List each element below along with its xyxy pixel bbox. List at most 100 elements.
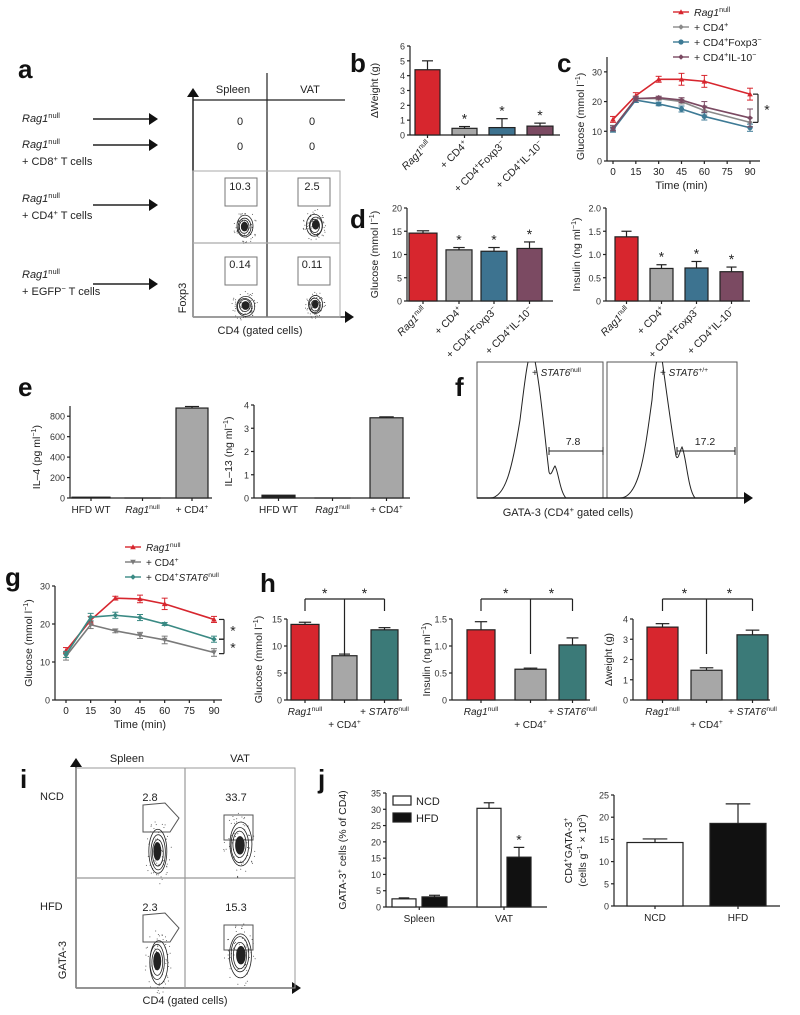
y-tick-label: 2 [623,655,628,665]
bar [690,669,723,701]
event-dot [158,863,160,865]
y-axis-label: IL–13 (ng ml−1) [222,417,235,487]
contour-line [309,218,320,233]
event-dot [234,822,236,824]
event-dot [247,293,249,295]
data-point [112,612,119,619]
x-tick-label: 75 [184,706,196,717]
event-dot [309,313,311,315]
event-dot [245,944,247,946]
event-dot [243,923,245,925]
contour-line [229,821,253,867]
y-tick-label: 0 [596,297,601,307]
x-tick-label: 0 [610,167,616,178]
event-dot [235,949,237,951]
event-dot [324,304,326,306]
category-label: Rag1null [464,706,499,718]
contour-line [237,217,252,237]
event-dot [317,235,319,237]
event-dot [161,849,163,851]
event-dot [153,828,155,830]
row-label: HFD [40,901,63,913]
significance-star: * [729,251,735,267]
event-dot [165,958,167,960]
arrow-right-icon [149,278,158,290]
bar [480,250,508,302]
y-tick-label: 0 [277,696,282,706]
event-dot [253,855,255,857]
event-dot [156,992,158,994]
data-point [701,104,708,110]
event-dot [241,302,243,304]
event-dot [158,992,160,994]
event-dot [238,220,240,222]
data-point [633,95,639,102]
bar [71,496,111,499]
event-dot [241,213,243,215]
chart-h3: 0 1 2 3 4 Δweight (g) Rag1null + CD4+ + STAT6nul… [603,585,777,731]
event-dot [244,817,246,819]
event-dot [249,224,251,226]
event-dot [227,954,229,956]
contour-line [313,303,318,308]
y-tick-label: 3 [244,424,249,434]
histogram-curve [619,362,696,498]
event-dot [165,962,167,964]
event-dot [149,864,151,866]
event-dot [324,301,326,303]
x-tick-label: 60 [159,706,171,717]
event-dot [240,305,242,307]
y-tick-label: 4 [400,71,405,81]
legend-label: + CD4+STAT6null [146,572,219,584]
significance-star: * [527,226,533,242]
legend-label: + CD4+IL-10− [694,51,756,64]
percentage-value: 0 [309,141,315,153]
gate [224,256,258,286]
data-point [678,106,685,112]
event-dot [306,225,308,227]
event-dot [235,299,237,301]
group-label: Rag1null [22,267,60,281]
event-dot [244,825,246,827]
x-axis-label: Time (min) [114,719,166,731]
event-dot [235,925,237,927]
event-dot [234,941,236,943]
y-tick-label: 1.5 [588,227,601,237]
event-dot [310,308,312,310]
event-dot [322,216,324,218]
event-dot [158,832,160,834]
contour-line [239,299,251,312]
legend-swatch [392,812,412,823]
series-line [612,96,751,129]
data-point [137,633,143,639]
y-tick-label: 0 [244,494,249,504]
event-dot [323,226,325,228]
category-label: Rag1null [645,706,680,718]
data-point [678,54,684,60]
x-tick-label: 30 [110,706,122,717]
event-dot [159,883,161,885]
bar [414,69,441,136]
event-dot [248,834,250,836]
event-dot [232,815,234,817]
cell-population-contour [223,812,256,878]
event-dot [245,241,247,243]
plot-frame [192,170,341,318]
event-dot [155,824,157,826]
event-dot [246,969,248,971]
significance-star: * [727,585,733,601]
bar [526,125,554,136]
data-point [701,78,708,84]
data-point [161,601,168,607]
contour-line [232,830,247,858]
event-dot [162,850,164,852]
arrow-right-icon [292,982,301,994]
contour-line [230,827,250,864]
percentage-value: 0 [309,116,315,128]
y-axis-label: Insulin (ng ml−1) [420,622,433,696]
category-label: VAT [495,914,513,925]
y-axis-label: GATA-3 [57,941,69,979]
category-label: + STAT6null [728,706,777,718]
bar [684,267,709,302]
